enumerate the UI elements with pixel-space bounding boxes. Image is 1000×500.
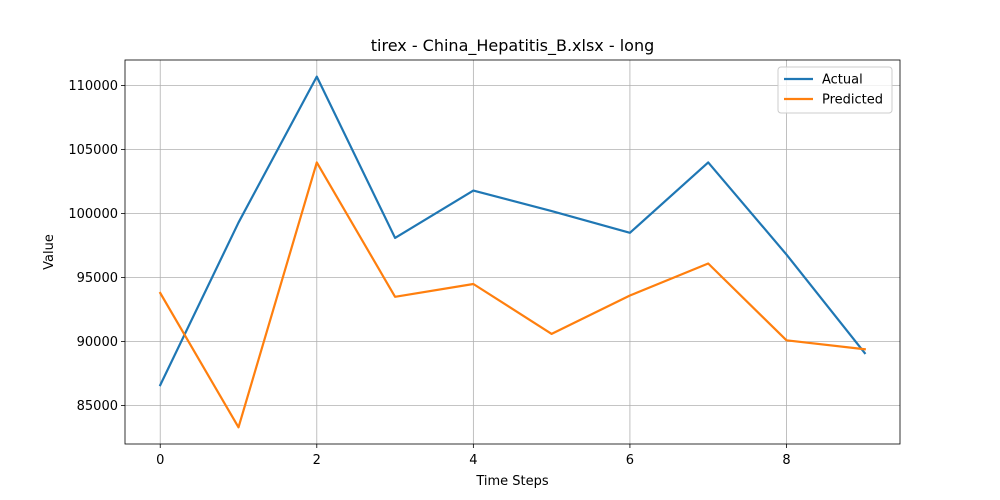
x-tick-label: 0 [156,453,164,468]
legend: Actual Predicted [777,66,893,114]
y-tick-label: 90000 [77,335,118,350]
y-tick-label: 85000 [77,399,118,414]
x-axis-label: Time Steps [475,474,549,489]
legend-label: Predicted [822,93,883,108]
legend-label: Actual [822,73,863,88]
y-tick-label: 105000 [68,143,118,158]
x-tick-label: 2 [313,453,321,468]
axis-ticks: 0 2 4 6 8 85000 90000 95000 100000 105000 110000 [68,79,790,468]
x-tick-label: 4 [469,453,477,468]
x-tick-label: 6 [626,453,634,468]
grid [125,60,900,444]
y-tick-label: 110000 [68,79,118,94]
series-line-actual [158,75,867,387]
chart-title: tirex - China_Hepatitis_B.xlsx - long [371,36,655,56]
series-lines [158,75,867,429]
series-line-predicted [158,161,866,429]
plot-area-frame [124,59,901,445]
y-tick-label: 100000 [68,207,118,222]
y-tick-label: 95000 [77,271,118,286]
y-axis-label: Value [42,234,57,270]
x-tick-label: 8 [782,453,790,468]
